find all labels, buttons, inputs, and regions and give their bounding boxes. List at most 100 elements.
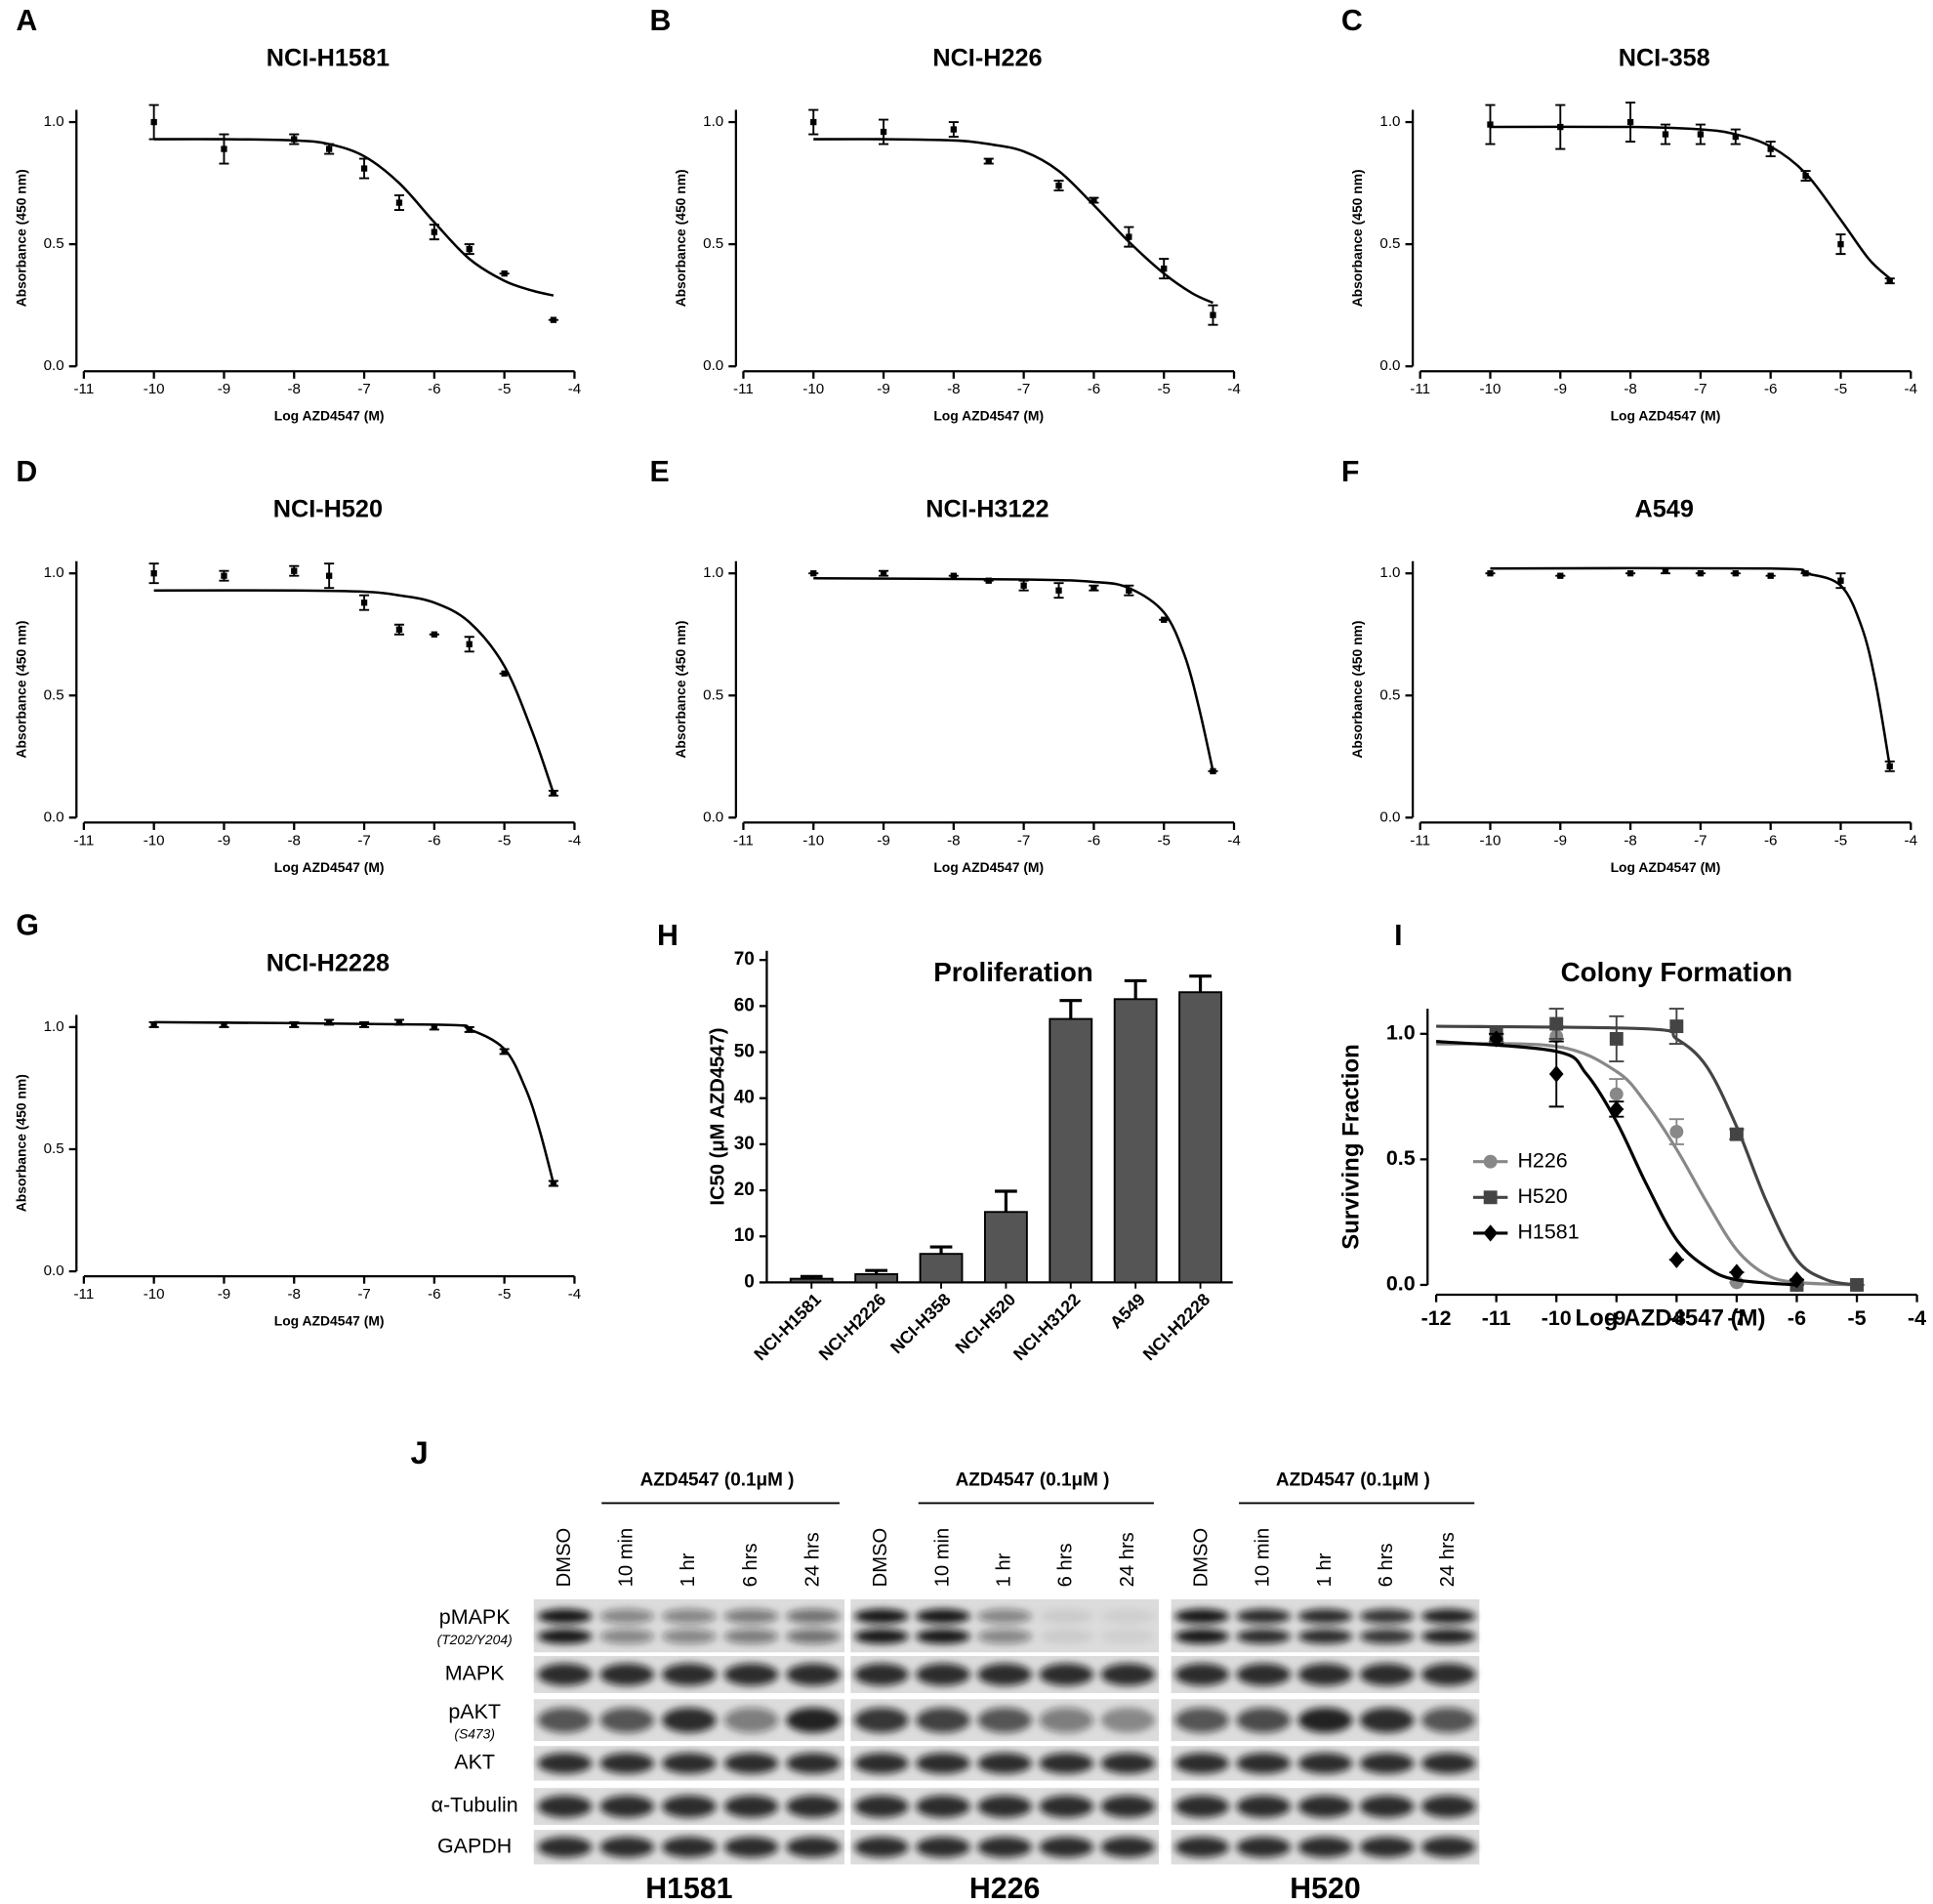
band — [1297, 1629, 1353, 1644]
point — [1487, 121, 1494, 128]
panel-label: E — [649, 456, 669, 488]
blot-strip — [850, 1598, 1159, 1653]
x-tick-label: -5 — [498, 381, 511, 397]
band — [1174, 1795, 1229, 1818]
band — [977, 1753, 1032, 1774]
bands — [854, 1663, 1156, 1686]
point — [501, 269, 508, 277]
x-tick-label: -8 — [1624, 381, 1636, 397]
x-tick-label: -7 — [1694, 381, 1707, 397]
band — [537, 1608, 593, 1624]
bands — [854, 1753, 1156, 1774]
point — [1767, 145, 1774, 152]
band — [786, 1629, 841, 1644]
lane-label: 24 hrs — [1437, 1532, 1459, 1587]
band — [916, 1629, 970, 1644]
fit-curve — [153, 589, 555, 794]
bands — [1174, 1795, 1476, 1818]
legend-marker — [1483, 1154, 1498, 1169]
bands — [537, 1753, 841, 1774]
fit-curve — [1490, 566, 1891, 767]
band — [977, 1795, 1032, 1818]
point — [1210, 311, 1216, 318]
y-axis-label: IC50 (μM AZD4547) — [708, 1028, 729, 1206]
cell-line-label: H226 — [969, 1873, 1040, 1904]
band — [854, 1707, 909, 1733]
legend-label: H520 — [1517, 1184, 1567, 1208]
band — [1039, 1608, 1094, 1624]
x-tick-label: -4 — [1905, 381, 1917, 397]
x-tick-label: -4 — [1905, 832, 1917, 849]
bands — [537, 1707, 841, 1733]
band — [723, 1629, 779, 1644]
band — [1100, 1837, 1156, 1858]
point — [1789, 1271, 1804, 1289]
point — [1557, 123, 1564, 131]
point — [150, 118, 157, 126]
row-label: α-Tubulin — [432, 1794, 518, 1817]
band — [1100, 1753, 1156, 1774]
row-label: pAKT — [448, 1700, 501, 1723]
bands — [1174, 1837, 1476, 1858]
point — [1548, 1065, 1564, 1083]
bands — [1174, 1707, 1476, 1733]
band — [854, 1795, 909, 1818]
y-axis-label: Surviving Fraction — [1338, 1044, 1365, 1250]
band — [1359, 1753, 1415, 1774]
x-tick-label: -6 — [1788, 1306, 1806, 1330]
band — [537, 1753, 593, 1774]
treatment-header: AZD4547 (0.1μM ) — [1276, 1470, 1430, 1491]
point — [1802, 570, 1809, 577]
fit-curve — [1490, 125, 1891, 280]
band — [1359, 1608, 1415, 1624]
bar — [1178, 991, 1222, 1284]
band — [599, 1629, 655, 1644]
x-tick-label: -4 — [568, 832, 581, 849]
lane-label: 24 hrs — [802, 1532, 824, 1587]
x-tick-label: -5 — [1847, 1306, 1866, 1330]
band — [1039, 1753, 1094, 1774]
x-tick-label: -6 — [428, 1286, 440, 1303]
y-tick-label: 0.0 — [703, 357, 723, 374]
blot-strip — [1171, 1598, 1480, 1653]
point — [1886, 277, 1893, 284]
bands — [1174, 1663, 1476, 1686]
x-tick-label: -9 — [218, 381, 230, 397]
row-label: MAPK — [445, 1662, 505, 1685]
bands — [537, 1795, 841, 1818]
x-tick-label: -8 — [1667, 1306, 1686, 1330]
panel-label: G — [16, 910, 39, 942]
band — [1039, 1795, 1094, 1818]
y-tick-label: 30 — [734, 1134, 755, 1154]
band — [723, 1608, 779, 1624]
x-tick-label: -6 — [1764, 832, 1777, 849]
row-label: AKT — [454, 1751, 495, 1774]
band — [723, 1837, 779, 1858]
bar — [983, 1211, 1028, 1284]
band — [1039, 1707, 1094, 1733]
bar — [854, 1272, 899, 1284]
x-tick-label: NCI-H1581 — [750, 1289, 825, 1364]
band — [854, 1837, 909, 1858]
point — [985, 577, 992, 584]
y-tick-label: 0.5 — [44, 686, 64, 703]
band — [854, 1608, 909, 1624]
x-tick-label: -11 — [1482, 1306, 1511, 1330]
point — [395, 626, 403, 633]
point — [1802, 172, 1809, 180]
band — [1174, 1629, 1229, 1644]
bands — [537, 1663, 841, 1686]
band — [1174, 1663, 1229, 1686]
band — [1420, 1707, 1476, 1733]
band — [1174, 1837, 1229, 1858]
band — [977, 1707, 1032, 1733]
band — [723, 1663, 779, 1686]
chart-title: NCI-H520 — [273, 496, 383, 523]
point — [1055, 587, 1062, 594]
point — [221, 572, 227, 579]
x-axis-label: Log AZD4547 (M) — [1576, 1305, 1766, 1332]
chart-title: NCI-358 — [1619, 44, 1710, 71]
y-axis-label: Absorbance (450 nm) — [1349, 620, 1365, 758]
y-tick-label: 0.0 — [44, 1262, 64, 1279]
band — [1420, 1629, 1476, 1644]
